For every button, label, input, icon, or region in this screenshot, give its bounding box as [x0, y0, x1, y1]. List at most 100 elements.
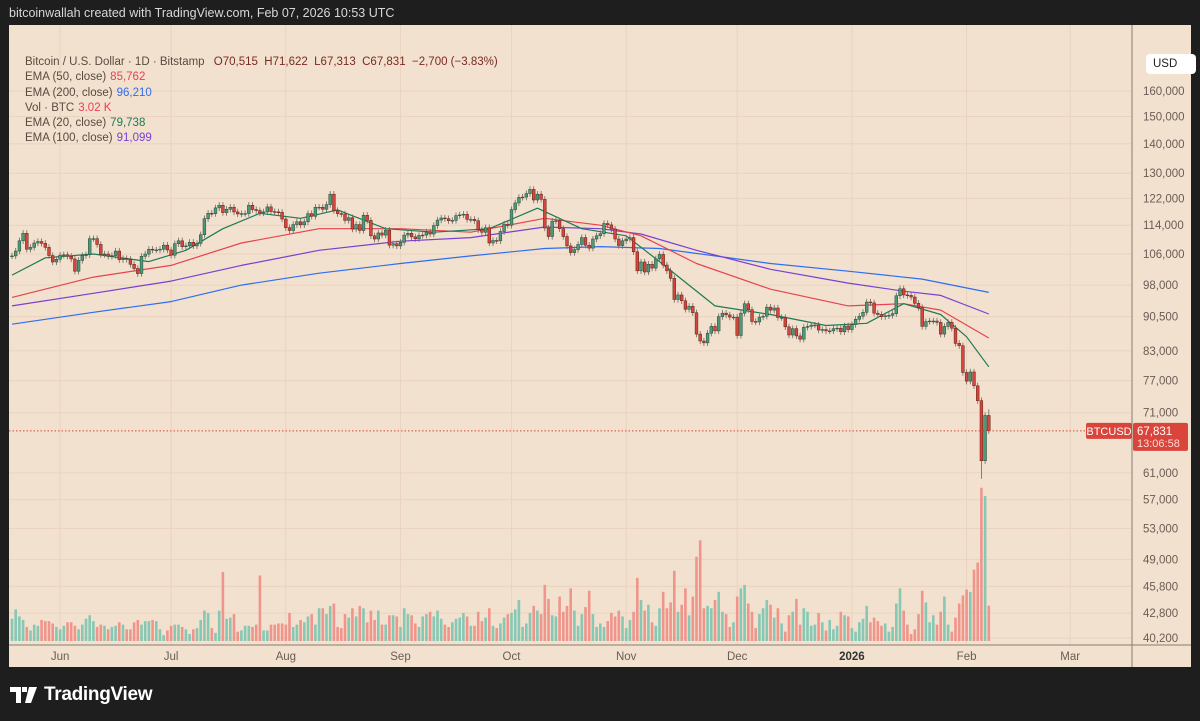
candle-body — [369, 220, 373, 237]
price-chart[interactable]: 160,000 150,000 140,000 130,000 122,000 114,0… — [9, 25, 1191, 667]
candle-body — [539, 193, 543, 200]
candle-body — [169, 249, 173, 256]
candle — [931, 317, 935, 325]
candle — [739, 310, 743, 339]
candle-body — [805, 326, 810, 328]
candle-body — [236, 211, 240, 215]
candle — [865, 298, 869, 316]
candle — [924, 318, 928, 330]
volume-bar — [55, 626, 58, 641]
candle — [380, 229, 384, 239]
candle — [709, 323, 713, 337]
candle-body — [761, 315, 765, 318]
x-tick-label: Jul — [164, 651, 179, 663]
candle-body — [17, 240, 22, 252]
candle — [890, 310, 895, 319]
candle-body — [458, 214, 462, 216]
y-tick-label: 130,000 — [1143, 168, 1185, 180]
legend-indicator[interactable]: EMA (20, close) 79,738 — [25, 116, 498, 131]
candle-body — [606, 223, 610, 226]
volume-bar — [887, 631, 891, 641]
volume-bar — [554, 616, 558, 641]
candle-body — [243, 213, 247, 215]
volume-bar — [21, 619, 25, 641]
y-tick-label: 53,000 — [1143, 524, 1178, 536]
legend-indicator[interactable]: EMA (200, close) 96,210 — [25, 86, 498, 101]
candle-body — [968, 371, 972, 382]
tradingview-logo[interactable]: TradingView — [10, 684, 153, 706]
candle — [384, 226, 388, 239]
candle — [443, 214, 447, 222]
volume-bar — [724, 614, 728, 641]
candle — [339, 210, 343, 218]
volume-bar — [295, 624, 299, 641]
legend-indicator[interactable]: EMA (50, close) 85,762 — [25, 70, 498, 85]
candle-body — [657, 254, 662, 260]
candle-body — [887, 315, 891, 317]
volume-bar — [943, 596, 946, 641]
candle-body — [639, 261, 643, 272]
candle — [916, 300, 921, 311]
candle-body — [831, 328, 836, 332]
candle-body — [365, 215, 369, 221]
volume-bar — [162, 635, 165, 641]
candle-body — [835, 327, 839, 330]
candle-body — [350, 217, 355, 230]
volume-bar — [81, 624, 84, 641]
candle-body — [154, 249, 158, 252]
volume-bar — [332, 603, 336, 641]
currency-button[interactable]: USD — [1146, 54, 1196, 74]
candle-body — [287, 227, 292, 231]
candle — [80, 252, 84, 264]
candle-body — [406, 233, 410, 236]
volume-bar — [192, 629, 195, 641]
volume-bar — [62, 625, 66, 641]
candle — [25, 230, 29, 253]
candle-body — [187, 242, 192, 247]
candle-body — [339, 213, 343, 215]
volume-bar — [147, 621, 151, 641]
volume-bar — [521, 626, 524, 641]
candle — [328, 191, 332, 208]
candle — [561, 225, 565, 240]
candle-body — [865, 301, 869, 313]
candle — [276, 208, 281, 216]
volume-bar — [747, 603, 750, 641]
volume-bar — [447, 626, 450, 641]
candle-body — [376, 232, 380, 240]
volume-bar — [421, 616, 424, 641]
chart-credit: bitcoinwallah created with TradingView.c… — [9, 6, 395, 20]
candle — [631, 234, 636, 255]
candle-body — [502, 223, 506, 232]
candle — [535, 191, 540, 204]
candle — [236, 208, 240, 218]
candle-body — [210, 213, 214, 215]
candle — [10, 252, 14, 260]
volume-bar — [369, 610, 373, 641]
candle — [409, 230, 414, 241]
volume-bar — [872, 617, 876, 641]
volume-bar — [687, 615, 691, 641]
candle-body — [828, 330, 832, 332]
legend-indicator[interactable]: EMA (100, close) 91,099 — [25, 131, 498, 146]
x-tick-label: Nov — [616, 651, 637, 663]
candle-body — [162, 244, 166, 250]
candle — [84, 251, 88, 259]
candle — [113, 247, 118, 259]
volume-bar — [184, 629, 188, 641]
candle — [32, 239, 36, 251]
volume-bar — [669, 602, 672, 641]
candle — [791, 325, 795, 339]
candle-body — [609, 224, 614, 230]
candle — [887, 312, 891, 319]
candle — [731, 313, 736, 321]
legend-indicator[interactable]: Vol · BTC 3.02 K — [25, 101, 498, 116]
candle-body — [920, 307, 924, 327]
chart-panel[interactable]: 160,000 150,000 140,000 130,000 122,000 114,0… — [9, 25, 1196, 667]
candle-body — [964, 372, 969, 382]
candle-body — [417, 235, 421, 239]
volume-bar — [277, 623, 280, 641]
volume-bar — [765, 600, 769, 641]
candle — [602, 220, 606, 237]
candle — [432, 222, 436, 238]
